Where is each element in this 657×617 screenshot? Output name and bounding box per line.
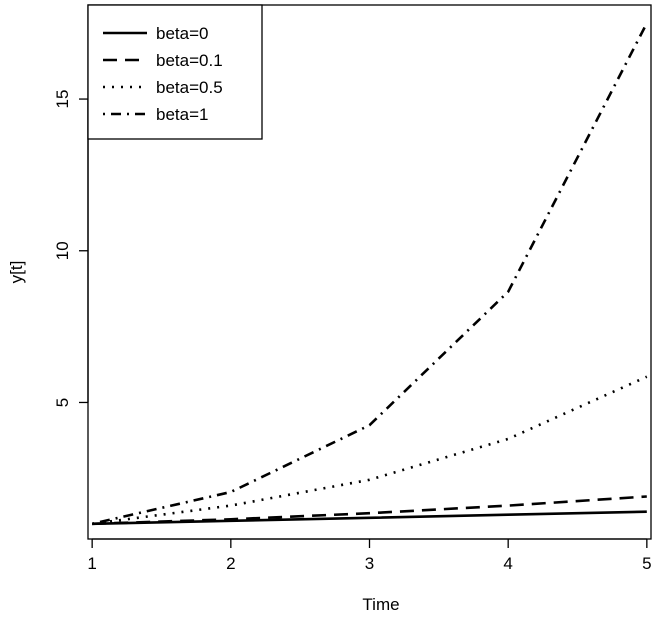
series-line-2 xyxy=(92,375,648,526)
x-tick-label-1: 2 xyxy=(226,554,235,573)
series-line-3 xyxy=(91,22,648,526)
series-line-1 xyxy=(92,495,647,526)
x-axis-title: Time xyxy=(362,595,399,614)
legend-label-0: beta=0 xyxy=(156,24,208,43)
legend-label-1: beta=0.1 xyxy=(156,51,223,70)
x-tick-label-4: 5 xyxy=(642,554,651,573)
y-axis-title: y[t] xyxy=(7,261,26,284)
series-layer xyxy=(91,22,648,526)
y-tick-label-1: 10 xyxy=(53,241,72,260)
x-tick-label-3: 4 xyxy=(503,554,512,573)
legend-label-3: beta=1 xyxy=(156,105,208,124)
x-tick-label-2: 3 xyxy=(365,554,374,573)
legend-box xyxy=(87,4,263,140)
y-axis: 5 10 15 xyxy=(53,90,89,407)
y-tick-label-2: 15 xyxy=(53,90,72,109)
x-axis: 1 2 3 4 5 xyxy=(87,538,652,573)
legend-label-2: beta=0.5 xyxy=(156,78,223,97)
x-tick-label-0: 1 xyxy=(87,554,96,573)
legend: beta=0 beta=0.1 beta=0.5 beta=1 xyxy=(87,4,263,140)
y-tick-label-0: 5 xyxy=(53,398,72,407)
